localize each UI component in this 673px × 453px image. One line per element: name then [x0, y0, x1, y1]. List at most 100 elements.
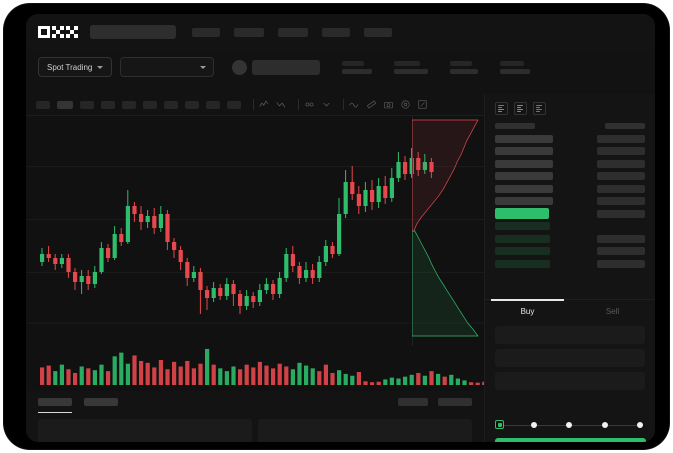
bottom-action-1[interactable]	[438, 398, 472, 406]
mode-bar	[498, 105, 504, 106]
order-field-1[interactable]	[495, 349, 645, 367]
okx-logo-icon[interactable]	[38, 26, 78, 38]
market-stat-2	[450, 60, 479, 74]
market-stat-label-1	[394, 60, 421, 66]
timeframe-8[interactable]	[206, 100, 220, 109]
orderbook-row-ask-4[interactable]	[495, 184, 645, 193]
toolbar-divider	[343, 99, 344, 110]
bottom-tab-1[interactable]	[84, 398, 118, 406]
nav-item-0[interactable]	[192, 27, 220, 37]
order-stepper[interactable]	[495, 419, 646, 431]
mode-bar	[517, 111, 522, 112]
market-stat-1	[394, 60, 429, 74]
stepper-dot-2[interactable]	[566, 421, 572, 428]
bottom-content	[26, 413, 484, 442]
mode-bar	[517, 105, 523, 106]
orderbook-header	[495, 123, 645, 129]
chart-line-icon[interactable]	[259, 99, 270, 110]
tab-buy[interactable]: Buy	[485, 299, 570, 323]
app-screen: Spot Trading	[26, 14, 655, 442]
settings-icon[interactable]	[400, 99, 411, 110]
orderbook-size	[597, 234, 645, 243]
mode-bar	[536, 109, 542, 110]
market-stat-value-0	[342, 68, 373, 74]
timeframe-1[interactable]	[57, 100, 73, 109]
timeframe-3[interactable]	[101, 100, 115, 109]
market-stat-0	[342, 60, 373, 74]
market-type-select[interactable]: Spot Trading	[38, 57, 113, 77]
orderbook-current-price-row	[495, 208, 645, 219]
orderbook[interactable]	[485, 121, 655, 268]
bottom-card-0	[38, 419, 252, 442]
bottom-action-0[interactable]	[398, 398, 428, 406]
orderbook-size	[597, 134, 645, 143]
mode-bar	[498, 111, 503, 112]
orderbook-row-bid-1[interactable]	[495, 234, 645, 243]
market-stat-label-2	[450, 60, 473, 66]
fullscreen-icon[interactable]	[417, 99, 428, 110]
orderbook-size	[597, 259, 645, 268]
timeframe-5[interactable]	[143, 100, 157, 109]
orderbook-row-ask-3[interactable]	[495, 172, 645, 181]
order-form	[485, 326, 655, 395]
orderbook-size-header	[605, 123, 645, 129]
orderbook-row-ask-0[interactable]	[495, 134, 645, 143]
wave-icon[interactable]	[349, 99, 360, 110]
orderbook-price	[495, 159, 553, 168]
market-stats	[320, 60, 531, 74]
market-stat-label-0	[342, 60, 365, 66]
nav-item-2[interactable]	[278, 27, 308, 37]
timeframe-6[interactable]	[164, 100, 178, 109]
nav-item-3[interactable]	[322, 27, 350, 37]
stepper-dot-0[interactable]	[495, 420, 504, 429]
stepper-dot-3[interactable]	[601, 421, 608, 428]
nav-item-1[interactable]	[234, 27, 264, 37]
nav-item-4[interactable]	[364, 27, 392, 37]
nav-search-input[interactable]	[90, 25, 176, 39]
orderbook-price	[495, 247, 550, 255]
orderbook-size	[597, 184, 645, 193]
orderbook-row-bid-3[interactable]	[495, 259, 645, 268]
bottom-tabs-right	[388, 398, 472, 406]
trading-pair-select[interactable]	[120, 57, 215, 77]
orderbook-price-header	[495, 123, 535, 129]
orderbook-price	[495, 134, 553, 143]
orderbook-bids-icon[interactable]	[514, 102, 527, 115]
chart-area-icon[interactable]	[276, 99, 287, 110]
mode-bar	[517, 107, 522, 108]
submit-order-button[interactable]	[495, 438, 646, 442]
timeframe-4[interactable]	[122, 100, 136, 109]
depth-chart-overlay	[412, 116, 479, 346]
order-field-2[interactable]	[495, 372, 645, 390]
orderbook-row-bid-2[interactable]	[495, 247, 645, 256]
indicator-icon[interactable]	[304, 99, 315, 110]
timeframe-9[interactable]	[227, 100, 241, 109]
orderbook-both-icon[interactable]	[495, 102, 508, 115]
device-bezel: Spot Trading	[4, 4, 669, 449]
stepper-dot-4[interactable]	[637, 421, 643, 428]
order-field-0[interactable]	[495, 326, 645, 344]
orderbook-row-ask-5[interactable]	[495, 197, 645, 206]
chevron-down-icon[interactable]	[321, 99, 332, 110]
order-panel: Buy Sell	[484, 94, 655, 442]
nav-items	[192, 27, 406, 37]
price-chart[interactable]	[26, 116, 484, 391]
orderbook-row-bid-0[interactable]	[495, 222, 645, 231]
stepper-dot-1[interactable]	[530, 421, 537, 428]
orderbook-asks-icon[interactable]	[533, 102, 546, 115]
timeframe-0[interactable]	[36, 100, 50, 109]
sub-toolbar: Spot Trading	[26, 50, 655, 84]
camera-icon[interactable]	[383, 99, 394, 110]
timeframe-2[interactable]	[80, 100, 94, 109]
orderbook-rows	[495, 134, 645, 268]
orderbook-row-ask-2[interactable]	[495, 159, 645, 168]
orderbook-price	[495, 184, 553, 193]
tab-sell[interactable]: Sell	[605, 307, 620, 316]
bottom-tabs	[26, 391, 484, 413]
orderbook-row-ask-1[interactable]	[495, 147, 645, 156]
current-price-marker	[495, 208, 549, 219]
timeframe-7[interactable]	[185, 100, 199, 109]
market-stat-value-1	[394, 68, 429, 74]
bottom-tab-0[interactable]	[38, 398, 72, 413]
ruler-icon[interactable]	[366, 99, 377, 110]
